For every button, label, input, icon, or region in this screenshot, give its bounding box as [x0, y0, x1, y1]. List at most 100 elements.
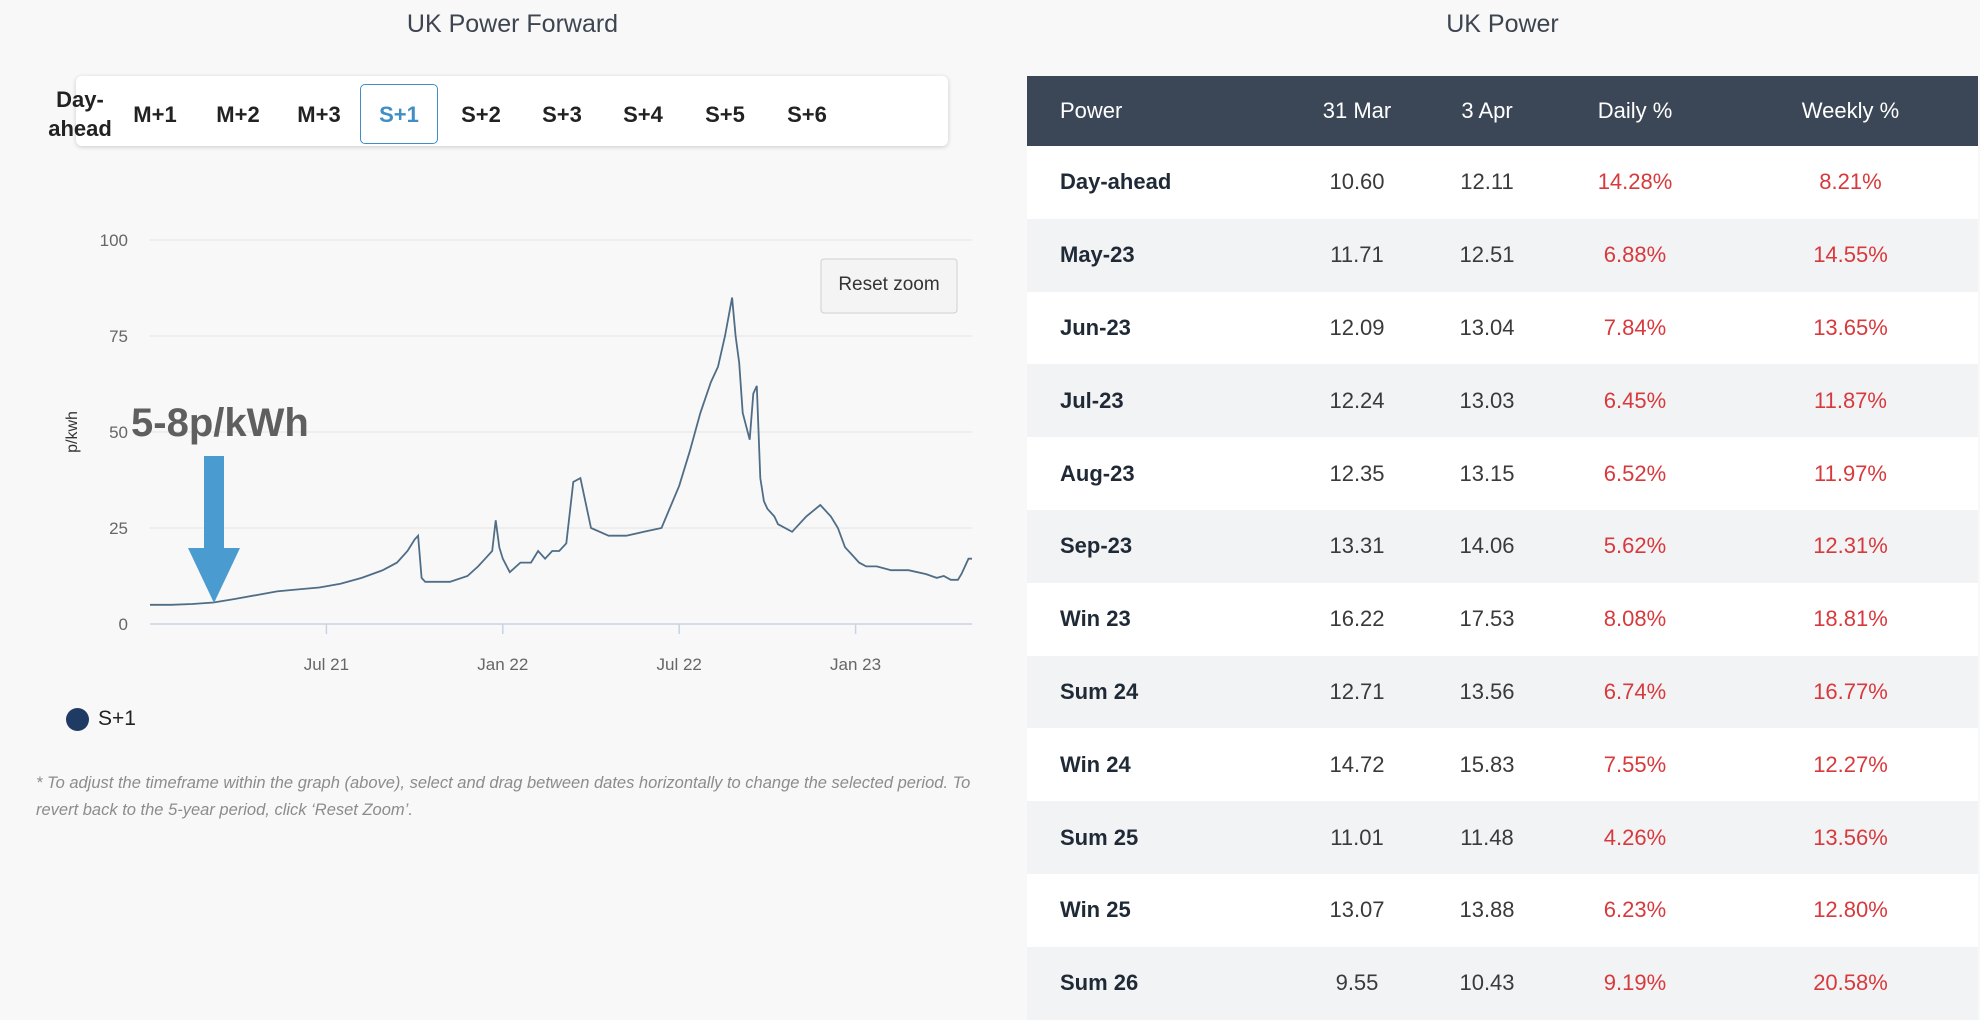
legend-marker-icon [66, 707, 89, 731]
percent-change-cell: 6.23% [1547, 873, 1723, 947]
row-label: Day-ahead [1027, 146, 1287, 219]
column-header[interactable]: 31 Mar [1287, 76, 1427, 146]
y-tick-label: 100 [100, 231, 128, 250]
chart-instructions: * To adjust the timeframe within the gra… [36, 774, 971, 819]
percent-change-cell: 6.74% [1547, 655, 1723, 729]
annotation-arrow-icon [188, 456, 240, 603]
y-tick-label: 0 [119, 615, 128, 634]
price-cell: 16.22 [1287, 582, 1427, 656]
price-cell: 13.07 [1287, 873, 1427, 947]
price-cell: 11.01 [1287, 801, 1427, 874]
row-label: Sum 24 [1027, 655, 1287, 729]
x-tick-label: Jul 21 [304, 655, 349, 674]
row-label: Jul-23 [1027, 364, 1287, 438]
tab-s-3[interactable]: S+3 [542, 101, 582, 127]
price-cell: 12.11 [1427, 146, 1547, 219]
column-header[interactable]: 3 Apr [1427, 76, 1547, 146]
percent-change-cell: 20.58% [1723, 946, 1978, 1020]
y-tick-label: 50 [109, 423, 128, 442]
tab-m-3[interactable]: M+3 [297, 101, 341, 127]
tab-m-1[interactable]: M+1 [133, 101, 177, 127]
y-tick-label: 25 [109, 519, 128, 538]
row-label: Sep-23 [1027, 509, 1287, 583]
price-cell: 13.88 [1427, 873, 1547, 947]
percent-change-cell: 8.08% [1547, 582, 1723, 656]
reset-zoom-button[interactable]: Reset zoom [820, 258, 958, 314]
legend-item-s1[interactable]: S+1 [66, 707, 136, 731]
table-row: Day-ahead 10.60 12.11 14.28% 8.21% [1027, 146, 1978, 219]
percent-change-cell: 5.62% [1547, 509, 1723, 583]
price-cell: 13.03 [1427, 364, 1547, 438]
x-tick-label: Jul 22 [656, 655, 701, 674]
percent-change-cell: 11.97% [1723, 437, 1978, 510]
tab-s-2[interactable]: S+2 [461, 101, 501, 127]
row-label: Win 24 [1027, 728, 1287, 802]
table-row: Win 24 14.72 15.83 7.55% 12.27% [1027, 728, 1978, 802]
legend-label: S+1 [98, 707, 136, 730]
percent-change-cell: 7.55% [1547, 728, 1723, 802]
column-header[interactable]: Daily % [1547, 76, 1723, 146]
tab-s-1[interactable]: S+1 [360, 84, 438, 144]
percent-change-cell: 6.88% [1547, 218, 1723, 292]
table-row: Sum 25 11.01 11.48 4.26% 13.56% [1027, 801, 1978, 874]
price-annotation-text: 5-8p/kWh [131, 401, 309, 445]
table-row: Jun-23 12.09 13.04 7.84% 13.65% [1027, 291, 1978, 365]
table-row: May-23 11.71 12.51 6.88% 14.55% [1027, 218, 1978, 292]
percent-change-cell: 8.21% [1723, 146, 1978, 219]
tab-day-ahead[interactable]: Day-ahead [48, 87, 112, 141]
price-cell: 11.48 [1427, 801, 1547, 874]
percent-change-cell: 11.87% [1723, 364, 1978, 438]
table-row: Aug-23 12.35 13.15 6.52% 11.97% [1027, 437, 1978, 510]
row-label: Win 23 [1027, 582, 1287, 656]
percent-change-cell: 16.77% [1723, 655, 1978, 729]
row-label: Win 25 [1027, 873, 1287, 947]
percent-change-cell: 14.28% [1547, 146, 1723, 219]
percent-change-cell: 14.55% [1723, 218, 1978, 292]
series-line-s1 [150, 297, 972, 606]
percent-change-cell: 6.45% [1547, 364, 1723, 438]
x-tick-label: Jan 22 [477, 655, 528, 674]
column-header[interactable]: Power [1027, 76, 1287, 146]
table-title: UK Power [1446, 10, 1559, 38]
table-row: Sep-23 13.31 14.06 5.62% 12.31% [1027, 509, 1978, 583]
percent-change-cell: 18.81% [1723, 582, 1978, 656]
price-cell: 13.15 [1427, 437, 1547, 510]
percent-change-cell: 13.65% [1723, 291, 1978, 365]
table-header-row: Power 31 Mar 3 Apr Daily % Weekly % [1027, 76, 1978, 146]
percent-change-cell: 12.80% [1723, 873, 1978, 947]
price-cell: 14.72 [1287, 728, 1427, 802]
tab-s-4[interactable]: S+4 [623, 101, 663, 127]
y-tick-label: 75 [109, 327, 128, 346]
tab-s-5[interactable]: S+5 [705, 101, 745, 127]
reset-zoom-button-bg[interactable] [820, 258, 958, 314]
price-cell: 12.09 [1287, 291, 1427, 365]
y-axis-label: p/kwh [64, 411, 81, 453]
percent-change-cell: 7.84% [1547, 291, 1723, 365]
price-cell: 17.53 [1427, 582, 1547, 656]
row-label: Aug-23 [1027, 437, 1287, 510]
price-cell: 13.31 [1287, 509, 1427, 583]
table-row: Sum 26 9.55 10.43 9.19% 20.58% [1027, 946, 1978, 1020]
row-label: Jun-23 [1027, 291, 1287, 365]
percent-change-cell: 12.27% [1723, 728, 1978, 802]
reset-zoom-label[interactable]: Reset zoom [838, 274, 939, 295]
x-tick-label: Jan 23 [830, 655, 881, 674]
table-row: Win 25 13.07 13.88 6.23% 12.80% [1027, 873, 1978, 947]
table-row: Win 23 16.22 17.53 8.08% 18.81% [1027, 582, 1978, 656]
column-header[interactable]: Weekly % [1723, 76, 1978, 146]
contract-tab-bar: Day-ahead M+1 M+2 M+3 S+1 S+2 S+3 S+4 S+5 S+6 [48, 76, 948, 146]
price-cell: 12.51 [1427, 218, 1547, 292]
price-cell: 10.43 [1427, 946, 1547, 1020]
tab-s-6[interactable]: S+6 [787, 101, 827, 127]
uk-power-table: Power 31 Mar 3 Apr Daily % Weekly % Day-ahea… [1027, 76, 1978, 1020]
table-row: Sum 24 12.71 13.56 6.74% 16.77% [1027, 655, 1978, 729]
percent-change-cell: 6.52% [1547, 437, 1723, 510]
tab-m-2[interactable]: M+2 [216, 101, 260, 127]
row-label: May-23 [1027, 218, 1287, 292]
price-cell: 12.35 [1287, 437, 1427, 510]
price-cell: 10.60 [1287, 146, 1427, 219]
chart-title: UK Power Forward [406, 10, 619, 38]
percent-change-cell: 13.56% [1723, 801, 1978, 874]
price-cell: 12.24 [1287, 364, 1427, 438]
